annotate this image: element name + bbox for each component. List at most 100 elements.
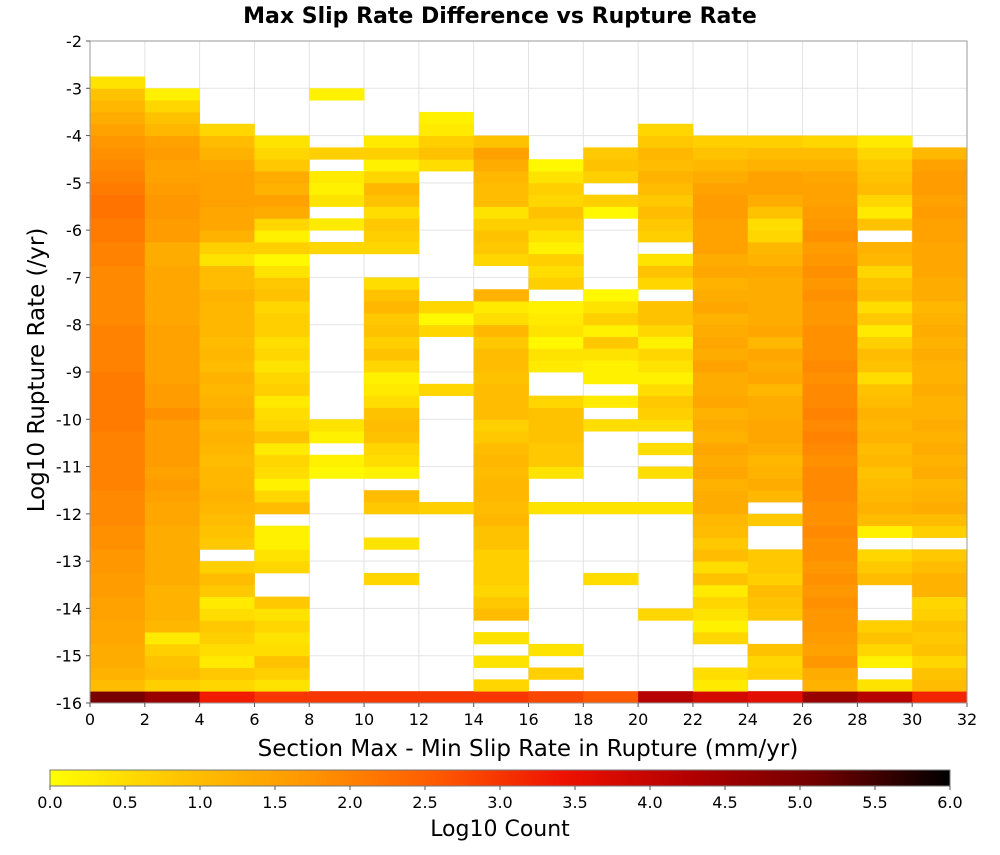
heatmap-cell [802, 584, 858, 598]
x-tick-label: 18 [573, 710, 593, 729]
heatmap-cell [199, 537, 255, 550]
heatmap-cell [473, 442, 529, 456]
heatmap-cell [473, 171, 529, 184]
heatmap-cell [473, 478, 529, 491]
heatmap-cell [199, 525, 255, 538]
heatmap-cell [90, 348, 146, 361]
heatmap-cell [692, 608, 749, 621]
heatmap-cell [473, 289, 529, 302]
heatmap-cell [254, 525, 310, 538]
colorbar-tick-label: 5.5 [862, 793, 887, 812]
heatmap-cell [364, 419, 420, 432]
heatmap-cell [747, 561, 803, 574]
heatmap-cell [802, 241, 858, 255]
heatmap-cell [528, 218, 584, 231]
heatmap-cell [364, 241, 420, 255]
y-tick-label: -13 [56, 552, 82, 571]
heatmap-cell [857, 277, 913, 290]
heatmap-cell [802, 383, 858, 397]
heatmap-cell [144, 111, 201, 125]
heatmap-cell [90, 679, 146, 692]
heatmap-cell [199, 454, 255, 467]
heatmap-cell [309, 466, 365, 479]
heatmap-cell [802, 147, 858, 160]
heatmap-cell [912, 206, 968, 219]
heatmap-cell [638, 372, 694, 385]
heatmap-cell [199, 241, 255, 255]
heatmap-cell [692, 431, 749, 444]
x-tick-label: 20 [628, 710, 648, 729]
heatmap-cell [90, 572, 146, 586]
x-tick-label: 2 [140, 710, 150, 729]
heatmap-cell [528, 691, 584, 704]
heatmap-cell [254, 312, 310, 326]
heatmap-cell [144, 348, 201, 361]
heatmap-cell [144, 525, 201, 538]
heatmap-cell [90, 123, 146, 136]
y-tick-label: -10 [56, 410, 82, 429]
heatmap-cell [692, 301, 749, 314]
heatmap-cell [199, 691, 255, 704]
heatmap-cell [418, 502, 475, 515]
heatmap-cell [692, 561, 749, 574]
heatmap-cell [90, 241, 146, 255]
heatmap-cell [364, 277, 420, 290]
heatmap-cell [418, 147, 475, 160]
heatmap-cell [912, 336, 968, 349]
heatmap-cell [692, 206, 749, 219]
heatmap-cell [199, 655, 255, 668]
heatmap-cell [747, 230, 803, 243]
heatmap-cell [144, 206, 201, 219]
heatmap-cell [309, 182, 365, 196]
heatmap-cell [802, 632, 858, 645]
heatmap-cell [90, 490, 146, 503]
heatmap-cell [90, 147, 146, 160]
heatmap-cell [857, 620, 913, 633]
heatmap-cell [309, 88, 365, 101]
heatmap-cell [747, 206, 803, 219]
x-tick-label: 28 [847, 710, 867, 729]
heatmap-cell [528, 407, 584, 420]
heatmap-cell [912, 478, 968, 491]
heatmap-cell [692, 159, 749, 172]
heatmap-cell [857, 466, 913, 479]
heatmap-cell [857, 194, 913, 207]
heatmap-cell [802, 525, 858, 538]
heatmap-cell [144, 502, 201, 515]
heatmap-cell [254, 691, 310, 704]
heatmap-cell [583, 206, 639, 219]
heatmap-cell [802, 277, 858, 290]
heatmap-cell [144, 655, 201, 668]
heatmap-cell [912, 218, 968, 231]
heatmap-cell [144, 265, 201, 278]
heatmap-cell [254, 383, 310, 397]
heatmap-cell [528, 301, 584, 314]
heatmap-cell [912, 632, 968, 645]
heatmap-cell [912, 383, 968, 397]
heatmap-cell [364, 289, 420, 302]
x-tick-label: 16 [518, 710, 538, 729]
heatmap-cell [802, 336, 858, 349]
heatmap-cell [254, 206, 310, 219]
heatmap-cell [638, 407, 694, 420]
heatmap-cell [144, 88, 201, 101]
heatmap-cell [364, 372, 420, 385]
heatmap-cell [802, 253, 858, 267]
heatmap-cell [254, 549, 310, 562]
heatmap-cell [528, 241, 584, 255]
heatmap-cell [802, 171, 858, 184]
heatmap-cell [199, 277, 255, 290]
heatmap-cell [418, 383, 475, 397]
heatmap-cell [692, 513, 749, 527]
heatmap-cell [199, 253, 255, 267]
heatmap-cell [857, 691, 913, 704]
heatmap-cell [583, 572, 639, 586]
heatmap-cell [528, 194, 584, 207]
heatmap-cell [90, 549, 146, 562]
heatmap-cell [199, 383, 255, 397]
heatmap-cell [638, 360, 694, 373]
heatmap-cell [802, 395, 858, 408]
heatmap-cell [802, 691, 858, 704]
heatmap-cell [364, 135, 420, 148]
heatmap-cell [692, 667, 749, 680]
